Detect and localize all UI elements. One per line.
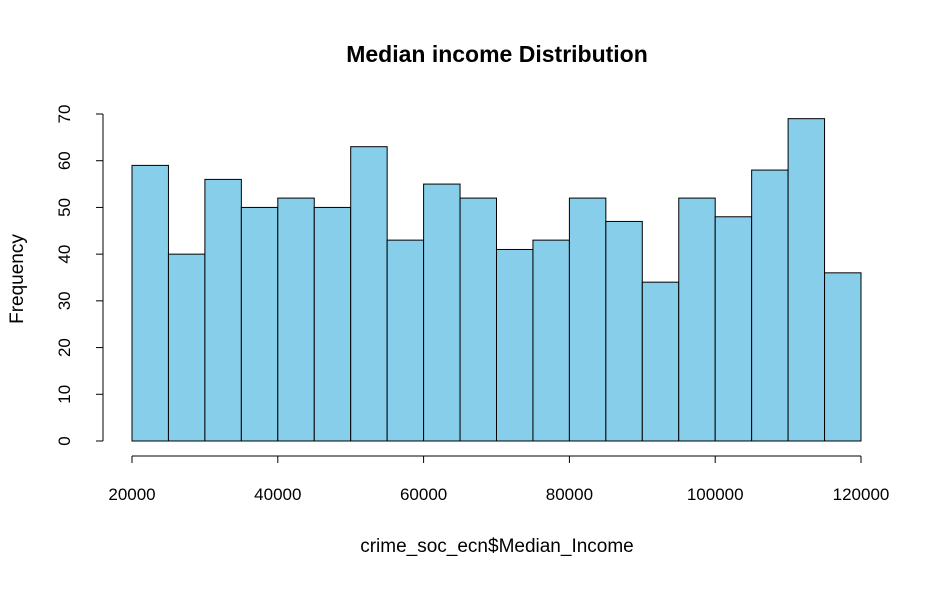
histogram-bar: [641, 281, 680, 442]
histogram-bar: [386, 239, 425, 442]
bars-group: [131, 118, 862, 442]
x-tick-label: 120000: [833, 485, 890, 504]
histogram-bar: [204, 178, 242, 442]
histogram-bar: [459, 197, 497, 442]
histogram-bar: [751, 169, 789, 442]
histogram-bar: [714, 216, 753, 442]
histogram-bar: [277, 197, 315, 442]
y-axis-label: Frequency: [7, 234, 28, 324]
histogram-bar: [131, 164, 169, 442]
x-axis: 20000 40000 60000 80000 100000 120000: [108, 455, 890, 504]
y-axis: 0 10 20 30 40 50 60 70: [55, 105, 104, 446]
histogram-bar: [313, 206, 352, 442]
x-tick-label: 80000: [546, 485, 593, 504]
histogram-bar: [787, 118, 826, 442]
y-tick-label: 70: [55, 105, 74, 124]
x-tick-label: 60000: [400, 485, 447, 504]
y-tick-label: 50: [55, 198, 74, 217]
histogram-bar: [496, 248, 534, 442]
histogram-bar: [532, 239, 570, 442]
y-tick-label: 40: [55, 245, 74, 264]
histogram-bar: [423, 183, 461, 442]
y-tick-label: 60: [55, 151, 74, 170]
x-tick-label: 100000: [687, 485, 744, 504]
histogram-bar: [350, 146, 388, 442]
x-tick-label: 40000: [254, 485, 301, 504]
histogram-bar: [605, 220, 643, 442]
x-axis-label: crime_soc_ecn$Median_Income: [360, 536, 634, 557]
histogram-bar: [240, 206, 279, 442]
y-tick-label: 0: [55, 436, 74, 445]
y-tick-label: 30: [55, 291, 74, 310]
histogram-bar: [167, 253, 206, 442]
histogram-bar: [568, 197, 607, 442]
y-tick-label: 20: [55, 338, 74, 357]
chart-title: Median income Distribution: [346, 41, 648, 67]
histogram-bar: [824, 272, 862, 442]
x-tick-label: 20000: [108, 485, 155, 504]
y-tick-label: 10: [55, 385, 74, 404]
histogram-bar: [678, 197, 716, 442]
